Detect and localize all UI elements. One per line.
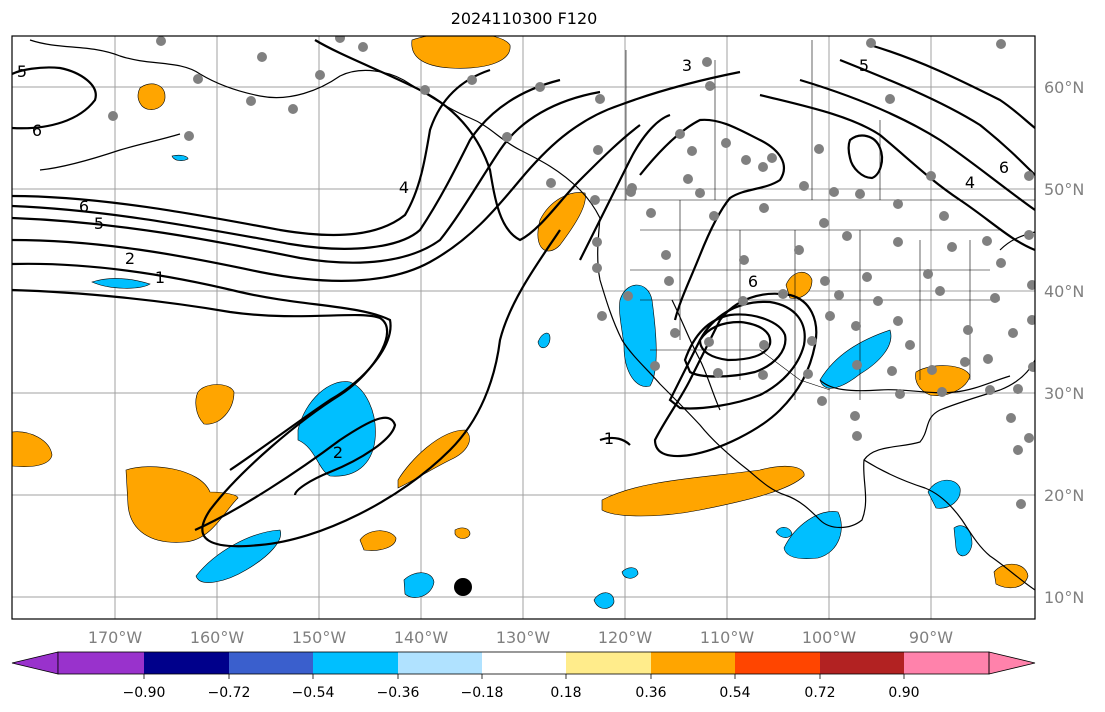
negative-anomaly-areas — [91, 154, 973, 609]
colorbar-tick-label: 0.54 — [719, 685, 750, 701]
lat-label: 30°N — [1044, 384, 1084, 403]
colorbar-tick-label: 0.36 — [635, 685, 666, 701]
colorbar-tick-label: −0.36 — [377, 685, 420, 701]
contour-label: 2 — [125, 249, 135, 268]
lat-label: 40°N — [1044, 282, 1084, 301]
colorbar-segment — [398, 652, 482, 674]
colorbar-extend-high — [988, 651, 1036, 675]
contour-label: 1 — [155, 268, 165, 287]
colorbar-tick-label: −0.72 — [208, 685, 251, 701]
contour-label: 4 — [965, 173, 975, 192]
colorbar-tick-label: 0.90 — [888, 685, 919, 701]
contour-label: 5 — [94, 214, 104, 233]
contour-label: 4 — [399, 178, 409, 197]
colorbar-segment — [904, 652, 989, 674]
contour-label-group: 5 6 6 5 2 1 4 3 5 4 6 6 2 1 — [17, 56, 1009, 462]
lon-label: 130°W — [496, 628, 551, 647]
map-title: 2024110300 F120 — [450, 9, 598, 28]
highlight-marker — [454, 578, 472, 596]
colorbar-segment — [820, 652, 904, 674]
colorbar-tick-label: −0.90 — [123, 685, 166, 701]
contour-lines — [12, 39, 1035, 548]
contour-label: 6 — [748, 272, 758, 291]
latitude-labels: 60°N 50°N 40°N 30°N 20°N 10°N — [1044, 78, 1084, 607]
lat-label: 20°N — [1044, 486, 1084, 505]
lon-label: 90°W — [909, 628, 953, 647]
contour-label: 6 — [32, 121, 42, 140]
lon-label: 140°W — [394, 628, 449, 647]
colorbar-tick-label: −0.54 — [292, 685, 335, 701]
colorbar-segment — [144, 652, 229, 674]
colorbar-outline — [57, 651, 990, 675]
lon-label: 170°W — [88, 628, 143, 647]
contour-label: 3 — [682, 56, 692, 75]
colorbar-tick-label: 0.72 — [804, 685, 835, 701]
colorbar-tick-label: −0.18 — [461, 685, 504, 701]
station-markers — [108, 36, 1035, 509]
colorbar-segment — [58, 652, 144, 674]
lat-label: 60°N — [1044, 78, 1084, 97]
map-border — [11, 35, 1036, 620]
contour-label: 6 — [999, 158, 1009, 177]
lon-label: 160°W — [190, 628, 245, 647]
colorbar-tick-label: 0.18 — [550, 685, 581, 701]
colorbar-segment — [229, 652, 313, 674]
contour-label: 1 — [604, 429, 614, 448]
colorbar-extend-low — [11, 651, 59, 675]
lon-label: 150°W — [292, 628, 347, 647]
contour-label: 2 — [333, 443, 343, 462]
contour-label: 5 — [859, 56, 869, 75]
colorbar-segment — [313, 652, 398, 674]
colorbar-segment — [482, 652, 566, 674]
colorbar-segment — [651, 652, 735, 674]
colorbar: −0.90 −0.72 −0.54 −0.36 −0.18 0.18 0.36 … — [11, 651, 1036, 701]
lat-label: 50°N — [1044, 180, 1084, 199]
contour-label: 6 — [79, 197, 89, 216]
lat-label: 10°N — [1044, 588, 1084, 607]
lon-label: 110°W — [700, 628, 755, 647]
colorbar-segment — [735, 652, 820, 674]
colorbar-segment — [566, 652, 651, 674]
lon-label: 120°W — [598, 628, 653, 647]
contour-label: 5 — [17, 62, 27, 81]
lon-label: 100°W — [802, 628, 857, 647]
longitude-labels: 170°W 160°W 150°W 140°W 130°W 120°W 110°… — [88, 628, 953, 647]
